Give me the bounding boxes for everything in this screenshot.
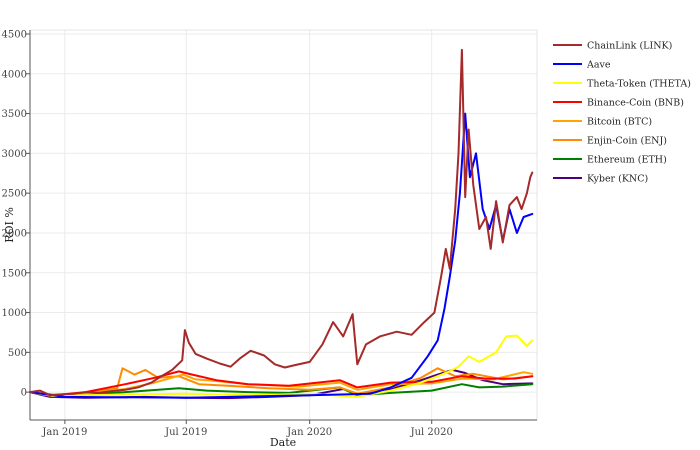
- legend-item[interactable]: Enjin-Coin (ENJ): [553, 136, 667, 147]
- y-tick-label: 2000: [2, 228, 27, 239]
- legend-label: Ethereum (ETH): [587, 155, 667, 166]
- legend-item[interactable]: Kyber (KNC): [553, 174, 648, 185]
- y-tick-label: 2500: [2, 189, 27, 200]
- y-tick-label: 1500: [2, 268, 27, 279]
- y-tick-label: 3000: [2, 149, 27, 160]
- legend-label: Theta-Token (THETA): [587, 79, 691, 90]
- legend-label: ChainLink (LINK): [587, 41, 672, 52]
- legend-label: Enjin-Coin (ENJ): [587, 136, 667, 147]
- series-lines: [29, 48, 534, 400]
- y-tick-label: 1000: [2, 308, 27, 319]
- y-axis-title: ROI %: [3, 207, 16, 243]
- legend-label: Bitcoin (BTC): [587, 117, 652, 128]
- axis-ticks: 0 500 1000 1500 2000 2500 3000 3500 4000 4500 Jan …: [2, 29, 453, 438]
- legend-label: Kyber (KNC): [587, 174, 648, 185]
- y-tick-label: 4500: [2, 29, 27, 40]
- x-axis-title: Date: [270, 436, 296, 449]
- legend-item[interactable]: Aave: [553, 60, 611, 71]
- x-tick-label: Jan 2019: [41, 427, 87, 438]
- x-tick-label: Jul 2019: [164, 427, 207, 438]
- x-tick-label: Jan 2020: [286, 427, 332, 438]
- series-line-0: [29, 48, 534, 397]
- grid-lines: [30, 30, 537, 420]
- y-tick-label: 3500: [2, 109, 27, 120]
- legend-item[interactable]: Ethereum (ETH): [553, 155, 667, 166]
- legend-label: Aave: [586, 60, 611, 71]
- series-line-2: [29, 334, 534, 398]
- legend-label: Binance-Coin (BNB): [587, 98, 684, 109]
- x-tick-label: Jul 2020: [410, 427, 453, 438]
- y-tick-label: 4000: [2, 69, 27, 80]
- legend-item[interactable]: Theta-Token (THETA): [553, 79, 691, 90]
- legend-item[interactable]: Bitcoin (BTC): [553, 117, 652, 128]
- y-tick-label: 0: [21, 388, 27, 399]
- legend: ChainLink (LINK) Aave Theta-Token (THETA) B…: [553, 41, 691, 185]
- series-line-3: [29, 370, 534, 397]
- legend-item[interactable]: ChainLink (LINK): [553, 41, 672, 52]
- legend-item[interactable]: Binance-Coin (BNB): [553, 98, 684, 109]
- y-tick-label: 500: [8, 348, 27, 359]
